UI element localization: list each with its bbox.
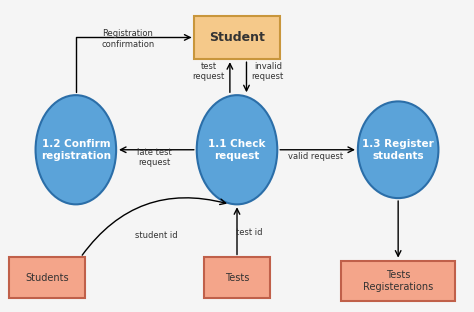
- Text: late test
request: late test request: [137, 148, 172, 167]
- FancyBboxPatch shape: [341, 261, 455, 301]
- FancyBboxPatch shape: [194, 16, 280, 59]
- Text: Tests
Registerations: Tests Registerations: [363, 270, 433, 292]
- Text: Tests: Tests: [225, 273, 249, 283]
- Ellipse shape: [358, 101, 438, 198]
- Text: 1.2 Confirm
registration: 1.2 Confirm registration: [41, 139, 111, 161]
- Text: test
request: test request: [192, 62, 225, 81]
- Text: Registration
confirmation: Registration confirmation: [101, 29, 155, 49]
- Text: 1.1 Check
request: 1.1 Check request: [208, 139, 266, 161]
- Text: 1.3 Register
students: 1.3 Register students: [362, 139, 434, 161]
- Text: Students: Students: [26, 273, 69, 283]
- Text: student id: student id: [135, 231, 178, 240]
- Ellipse shape: [36, 95, 116, 204]
- FancyBboxPatch shape: [9, 257, 85, 298]
- FancyBboxPatch shape: [204, 257, 270, 298]
- Text: test id: test id: [236, 228, 262, 237]
- Text: Student: Student: [209, 31, 265, 44]
- Text: invalid
request: invalid request: [252, 62, 284, 81]
- Text: valid request: valid request: [288, 153, 343, 161]
- Ellipse shape: [197, 95, 277, 204]
